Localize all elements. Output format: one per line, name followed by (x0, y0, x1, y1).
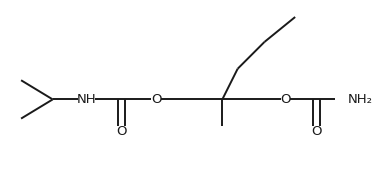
Text: O: O (280, 93, 291, 106)
Text: O: O (151, 93, 162, 106)
Text: NH₂: NH₂ (348, 93, 373, 106)
Text: O: O (311, 126, 322, 138)
Text: NH: NH (76, 93, 96, 106)
Text: O: O (116, 126, 127, 138)
